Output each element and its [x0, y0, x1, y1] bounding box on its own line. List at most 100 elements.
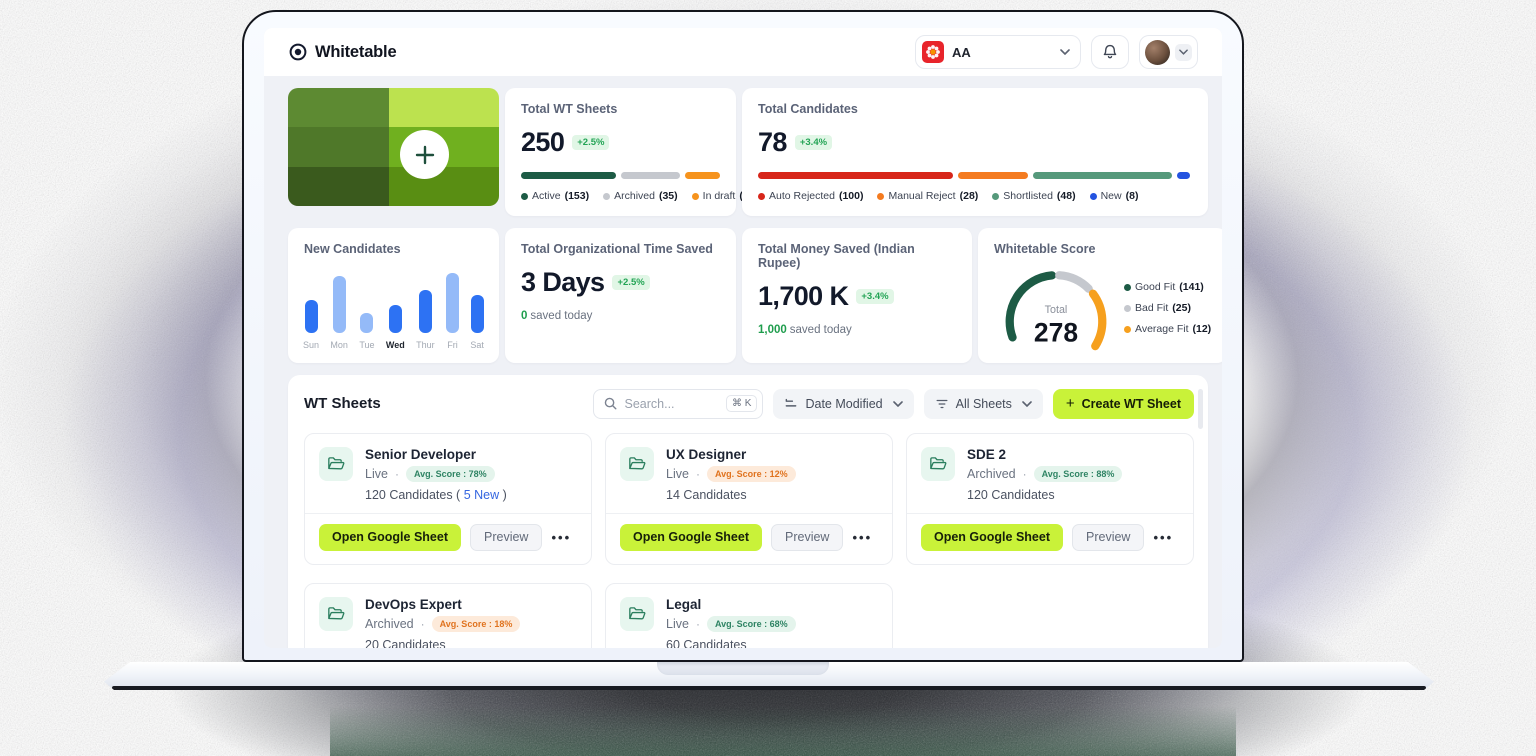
sheet-name: UX Designer	[666, 446, 747, 462]
segment-new	[1176, 172, 1190, 179]
sheet-name: SDE 2	[967, 446, 1007, 462]
card-title: Whitetable Score	[994, 242, 1096, 256]
plus-icon: +	[1065, 394, 1075, 412]
create-sheet-tile[interactable]	[288, 88, 499, 206]
legend-item: Manual Reject (28)	[877, 190, 978, 202]
avg-score-badge: Avg. Score : 12%	[706, 465, 796, 482]
laptop-base-notch	[657, 662, 829, 675]
brand: Whitetable	[288, 42, 397, 62]
search-shortcut: ⌘ K	[726, 395, 758, 413]
sheet-name: Senior Developer	[365, 446, 477, 462]
folder-icon	[319, 596, 353, 631]
money-saved-card: Total Money Saved (Indian Rupee) 1,700 K…	[742, 228, 972, 363]
workspace-label: AA	[952, 44, 971, 60]
legend-dot	[758, 192, 765, 200]
sheet-card-ux-designer: UX Designer Live · Avg. Score : 12% 14 Can…	[605, 432, 893, 565]
segment-active	[521, 172, 616, 179]
legend-dot	[521, 192, 528, 200]
legend-item: New (8)	[1089, 190, 1138, 202]
time-saved-value: 3 Days	[521, 267, 605, 297]
segment-archived	[620, 172, 680, 179]
card-title: Total Candidates	[758, 102, 858, 116]
sheet-status: Archived	[365, 616, 414, 631]
search-box[interactable]: ⌘ K	[593, 388, 764, 419]
sheet-card-senior-developer: Senior Developer Live · Avg. Score : 78% 1…	[304, 432, 592, 565]
legend-dot	[1124, 325, 1131, 333]
segment-indraft	[684, 172, 720, 179]
new-candidates-link[interactable]: 5 New	[463, 487, 500, 502]
dashboard-content: Total WT Sheets 250 +2.5% Active (153)	[264, 76, 1222, 648]
more-options-icon[interactable]: •••	[1153, 529, 1174, 545]
weekly-bar-chart: Sun Mon Tue Wed Thur Fri Sat	[300, 266, 487, 350]
bar-sat: Sat	[470, 295, 484, 350]
score-gauge: Total 278	[1005, 271, 1107, 351]
open-google-sheet-button[interactable]: Open Google Sheet	[921, 523, 1063, 551]
legend-item: Good Fit (141)	[1124, 281, 1211, 293]
notifications-button[interactable]	[1091, 35, 1129, 69]
total-wt-sheets-card: Total WT Sheets 250 +2.5% Active (153)	[505, 88, 752, 216]
open-google-sheet-button[interactable]: Open Google Sheet	[319, 523, 461, 551]
candidates-count: 60 Candidates	[666, 637, 747, 648]
preview-button[interactable]: Preview	[771, 523, 844, 551]
sort-button[interactable]: Date Modified	[773, 388, 914, 419]
total-sheets-value: 250	[521, 127, 565, 157]
delta-badge: +3.4%	[794, 135, 833, 150]
open-google-sheet-button[interactable]: Open Google Sheet	[620, 523, 762, 551]
score-legend: Good Fit (141) Bad Fit (25) Average Fit (12…	[1124, 281, 1213, 335]
divider	[907, 512, 1193, 514]
delta-badge: +3.4%	[856, 289, 894, 304]
delta-badge: +2.5%	[612, 275, 650, 290]
panel-title: WT Sheets	[304, 395, 381, 413]
workspace-selector[interactable]: AA	[915, 35, 1081, 69]
search-input[interactable]	[624, 396, 721, 411]
bell-icon	[1103, 44, 1117, 59]
card-title: Total Money Saved (Indian Rupee)	[758, 242, 915, 270]
sheet-card-devops-expert: DevOps Expert Archived · Avg. Score : 18% …	[304, 582, 592, 648]
sheet-name: Legal	[666, 596, 702, 612]
sheet-card-legal: Legal Live · Avg. Score : 68% 60 Candidate…	[605, 582, 893, 648]
divider	[606, 512, 892, 514]
total-candidates-value: 78	[758, 127, 787, 157]
bar-thur: Thur	[416, 290, 435, 350]
profile-menu[interactable]	[1139, 35, 1198, 69]
candidates-count: 120 Candidates ( 5 New )	[365, 487, 507, 502]
sheet-status: Live	[666, 466, 689, 481]
sheet-card-sde-2: SDE 2 Archived · Avg. Score : 88% 120 Cand…	[906, 432, 1194, 565]
laptop-screen: Whitetable AA	[264, 28, 1222, 648]
preview-button[interactable]: Preview	[470, 523, 543, 551]
filter-button[interactable]: All Sheets	[923, 388, 1043, 419]
more-options-icon[interactable]: •••	[852, 529, 873, 545]
avg-score-badge: Avg. Score : 18%	[431, 615, 521, 632]
bar-wed: Wed	[386, 305, 405, 350]
legend-item: Average Fit (12)	[1124, 323, 1211, 335]
sheet-status: Live	[666, 616, 689, 631]
candidates-count: 120 Candidates	[967, 487, 1055, 502]
svg-text:Total: Total	[1045, 304, 1068, 316]
legend-dot	[691, 192, 699, 200]
avg-score-badge: Avg. Score : 88%	[1033, 465, 1123, 482]
sheet-cards-grid: Senior Developer Live · Avg. Score : 78% 1…	[304, 432, 1194, 648]
filter-icon	[936, 399, 948, 408]
sheets-distribution-bar	[521, 172, 720, 179]
candidates-count: 14 Candidates	[666, 487, 747, 502]
legend-item: Auto Rejected (100)	[758, 190, 863, 202]
scrollbar-thumb[interactable]	[1198, 388, 1203, 429]
sheets-toolbar: ⌘ K Date Modified All Sheets	[593, 388, 1194, 419]
laptop-frame: Whitetable AA	[242, 10, 1244, 662]
create-wt-sheet-button[interactable]: + Create WT Sheet	[1052, 388, 1194, 419]
candidates-count: 20 Candidates	[365, 637, 446, 648]
plus-icon[interactable]	[400, 130, 449, 179]
sheet-status: Live	[365, 466, 388, 481]
preview-button[interactable]: Preview	[1072, 523, 1145, 551]
legend-dot	[603, 192, 611, 200]
whitetable-logo-icon	[289, 43, 307, 61]
delta-badge: +2.5%	[572, 135, 610, 150]
card-title: Total Organizational Time Saved	[521, 242, 713, 256]
profile-chevron	[1175, 43, 1192, 61]
chevron-down-icon	[1060, 49, 1070, 55]
candidates-legend: Auto Rejected (100) Manual Reject (28) Sho…	[758, 190, 1192, 202]
new-candidates-card: New Candidates Sun Mon Tue Wed Thur Fri …	[288, 228, 499, 363]
more-options-icon[interactable]: •••	[551, 529, 572, 545]
chevron-down-icon	[892, 400, 903, 407]
divider	[305, 512, 591, 514]
